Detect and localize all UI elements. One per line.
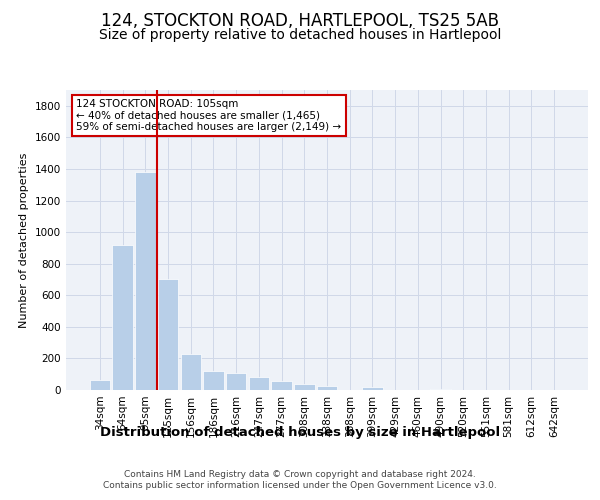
Bar [362,387,383,390]
Bar [203,371,224,390]
Bar [317,386,337,390]
Text: Distribution of detached houses by size in Hartlepool: Distribution of detached houses by size … [100,426,500,439]
Bar [158,280,178,390]
Bar [294,384,314,390]
Bar [430,389,451,390]
Bar [248,378,269,390]
Bar [271,382,292,390]
Bar [135,172,155,390]
Bar [226,372,247,390]
Text: 124, STOCKTON ROAD, HARTLEPOOL, TS25 5AB: 124, STOCKTON ROAD, HARTLEPOOL, TS25 5AB [101,12,499,30]
Bar [90,380,110,390]
Text: 124 STOCKTON ROAD: 105sqm
← 40% of detached houses are smaller (1,465)
59% of se: 124 STOCKTON ROAD: 105sqm ← 40% of detac… [76,99,341,132]
Y-axis label: Number of detached properties: Number of detached properties [19,152,29,328]
Text: Size of property relative to detached houses in Hartlepool: Size of property relative to detached ho… [99,28,501,42]
Bar [181,354,201,390]
Bar [112,244,133,390]
Text: Contains HM Land Registry data © Crown copyright and database right 2024.
Contai: Contains HM Land Registry data © Crown c… [103,470,497,490]
